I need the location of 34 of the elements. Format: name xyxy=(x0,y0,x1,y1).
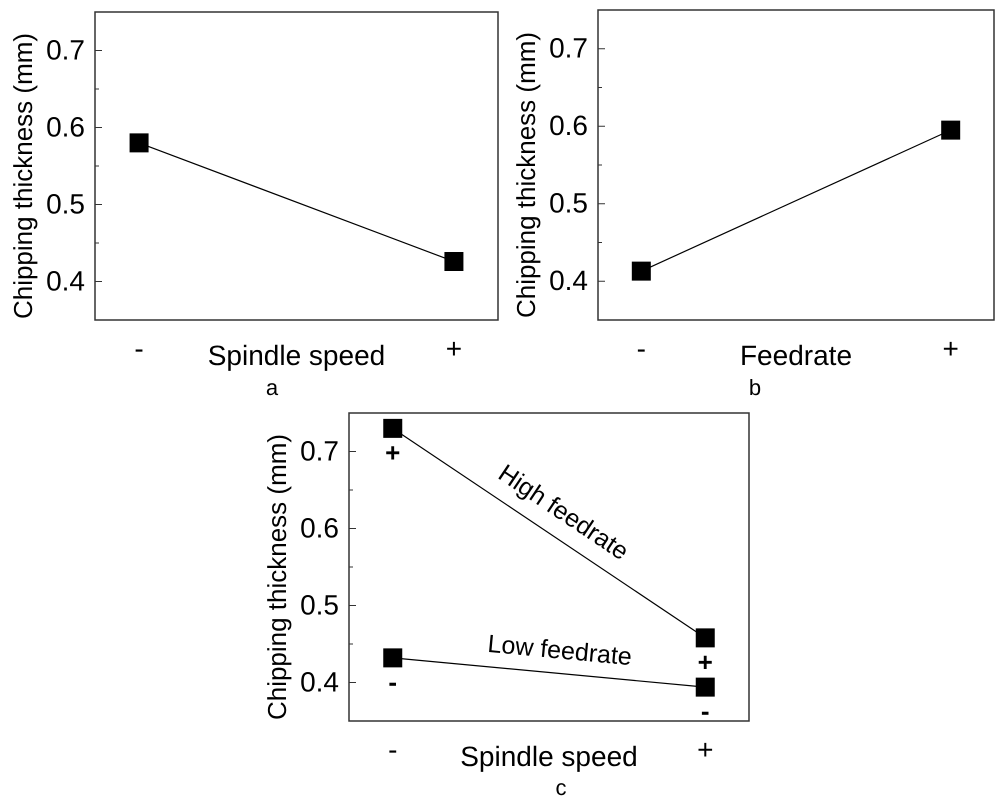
y-tick-label: 0.6 xyxy=(46,111,85,142)
x-tick-label: - xyxy=(636,333,646,364)
y-tick-label: 0.7 xyxy=(46,34,85,66)
y-axis-title: Chipping thickness (mm) xyxy=(262,434,292,720)
text: b xyxy=(748,375,762,400)
y-tick-label: 0.4 xyxy=(549,265,588,296)
y-axis-title: Chipping thickness (mm) xyxy=(8,32,38,320)
point xyxy=(696,628,715,648)
text: Low feedrate xyxy=(486,630,634,672)
y-tick-label: 0.6 xyxy=(300,512,339,544)
x-tick-label: + xyxy=(942,333,959,364)
y-tick-label: 0.4 xyxy=(46,265,85,296)
text: a xyxy=(266,375,279,400)
annotation: - xyxy=(700,696,710,726)
y-tick-label: 0.4 xyxy=(300,666,339,698)
x-axis-title: Feedrate xyxy=(740,340,852,371)
point xyxy=(696,678,715,697)
y-tick-label: 0.7 xyxy=(300,435,339,466)
x-axis-title: Spindle speed xyxy=(460,741,638,772)
x-axis-title: Spindle speed xyxy=(208,340,386,371)
y-tick-label: 0.5 xyxy=(300,589,339,620)
y-tick-label: 0.5 xyxy=(46,188,85,220)
y-tick-label: 0.5 xyxy=(549,188,588,219)
y-axis-title: Chipping thickness (mm) xyxy=(511,32,541,318)
point xyxy=(383,418,402,438)
y-tick-label: 0.6 xyxy=(549,110,588,142)
x-tick-label: + xyxy=(446,333,462,364)
x-tick-label: - xyxy=(134,333,144,364)
annotation: + xyxy=(698,646,713,677)
y-tick-label: 0.7 xyxy=(549,32,588,64)
annotation: + xyxy=(385,438,400,468)
text: c xyxy=(556,775,566,800)
point xyxy=(383,648,402,668)
annotation: - xyxy=(388,666,398,697)
